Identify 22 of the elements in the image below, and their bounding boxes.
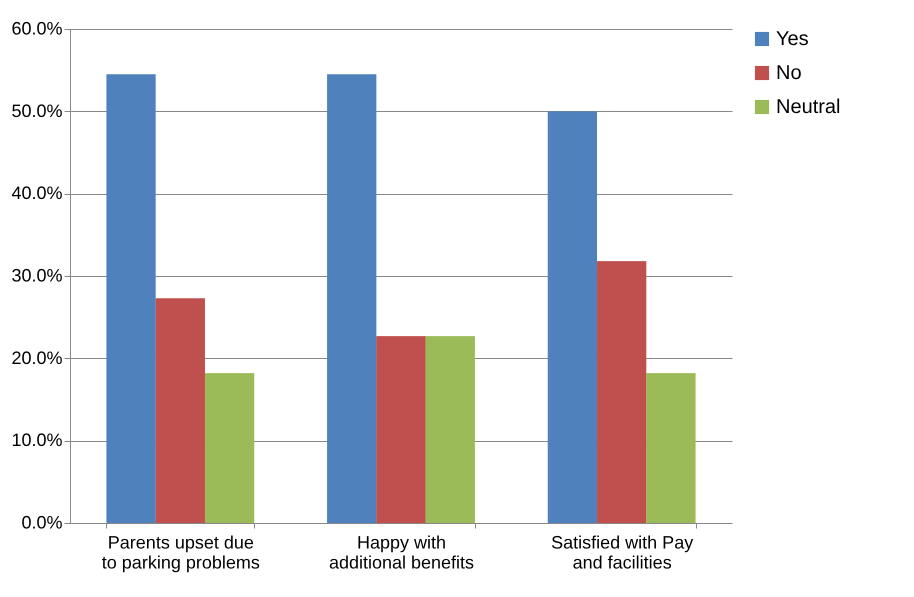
bar — [327, 74, 376, 523]
y-tick-label: 40.0% — [11, 183, 62, 204]
bar — [204, 373, 254, 523]
bar — [156, 298, 205, 523]
bar — [106, 74, 156, 523]
y-tick-label: 60.0% — [11, 18, 62, 38]
bar — [426, 336, 475, 523]
y-tick-label: 0.0% — [21, 512, 62, 532]
bar — [597, 261, 646, 523]
legend-label: No — [776, 62, 802, 84]
legend-label: Neutral — [776, 96, 840, 118]
bar — [376, 336, 426, 523]
bar — [646, 373, 696, 523]
y-tick-label: 30.0% — [11, 266, 62, 286]
y-tick-label: 10.0% — [11, 430, 62, 450]
bar — [548, 111, 598, 523]
x-tick-label: Happy with additional benefits — [328, 532, 474, 572]
x-tick-label: Parents upset due to parking problems — [102, 532, 260, 572]
legend-label: Yes — [776, 28, 809, 50]
y-tick-label: 50.0% — [11, 100, 62, 121]
x-tick-label: Satisfied with Pay and facilities — [551, 532, 694, 572]
y-tick-label: 20.0% — [11, 348, 62, 368]
